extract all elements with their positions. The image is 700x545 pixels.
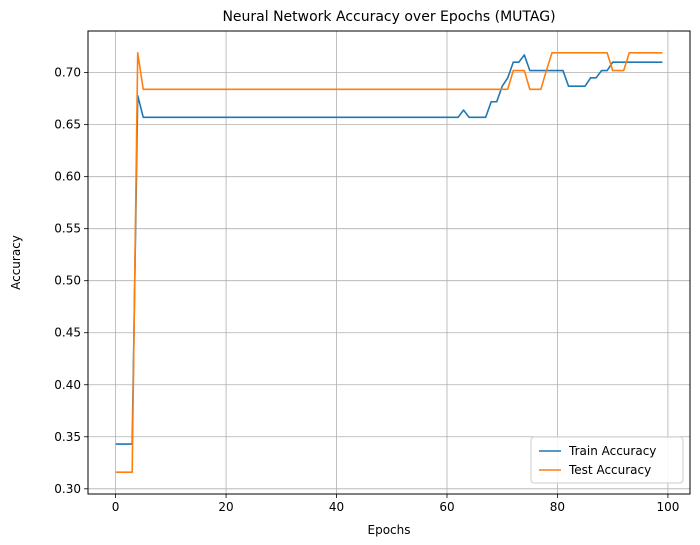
grid <box>88 31 690 494</box>
x-tick-label: 100 <box>656 500 679 514</box>
legend-label: Train Accuracy <box>568 444 656 458</box>
x-tick-label: 80 <box>550 500 565 514</box>
x-tick-label: 60 <box>439 500 454 514</box>
legend-label: Test Accuracy <box>568 463 651 477</box>
legend: Train Accuracy Test Accuracy <box>530 436 684 484</box>
y-tick-label: 0.40 <box>54 378 81 392</box>
y-tick-label: 0.70 <box>54 66 81 80</box>
y-tick-label: 0.50 <box>54 274 81 288</box>
y-tick-label: 0.30 <box>54 482 81 496</box>
chart-title: Neural Network Accuracy over Epochs (MUT… <box>222 9 555 25</box>
series-line-train-accuracy <box>115 54 663 445</box>
y-tick-label: 0.55 <box>54 222 81 236</box>
y-tick-label: 0.60 <box>54 170 81 184</box>
plot-frame <box>87 30 691 495</box>
series-line-test-accuracy <box>115 52 663 473</box>
x-axis-label: Epochs <box>368 523 411 537</box>
legend-box <box>530 436 684 484</box>
x-tick-label: 0 <box>112 500 120 514</box>
ticks: 0 20 40 60 80 100 0.30 0.35 0.40 0.45 0.50 0.55 0.60… <box>54 66 679 514</box>
x-tick-label: 20 <box>218 500 233 514</box>
y-tick-label: 0.35 <box>54 430 81 444</box>
y-axis-label: Accuracy <box>9 235 23 290</box>
y-tick-label: 0.45 <box>54 326 81 340</box>
y-tick-label: 0.65 <box>54 118 81 132</box>
series-layer <box>115 52 663 473</box>
x-tick-label: 40 <box>329 500 344 514</box>
